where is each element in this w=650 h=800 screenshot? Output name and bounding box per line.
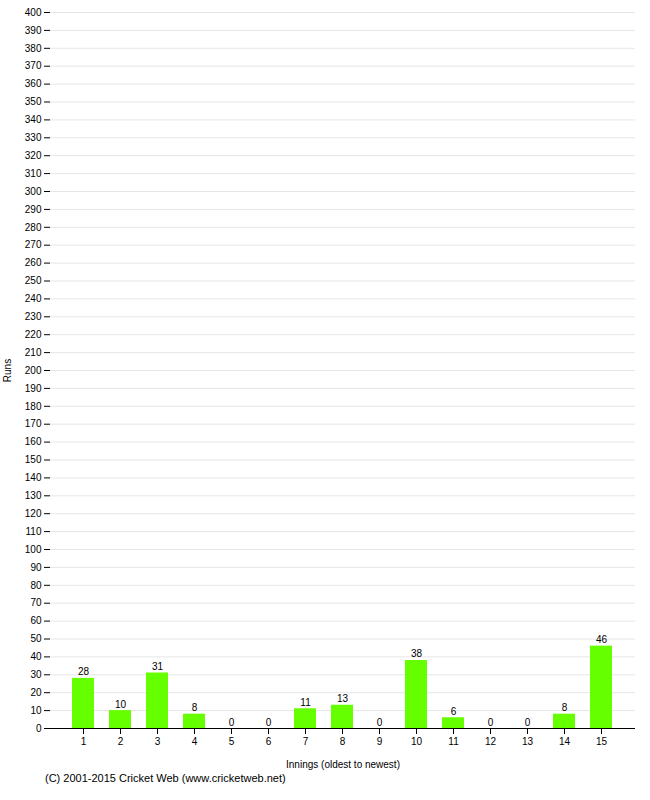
svg-text:360: 360 xyxy=(25,78,42,89)
svg-text:370: 370 xyxy=(25,60,42,71)
svg-text:80: 80 xyxy=(30,580,42,591)
svg-text:400: 400 xyxy=(25,7,42,18)
svg-text:160: 160 xyxy=(25,436,42,447)
svg-text:28: 28 xyxy=(78,666,90,677)
svg-text:270: 270 xyxy=(25,239,42,250)
svg-text:380: 380 xyxy=(25,43,42,54)
svg-text:6: 6 xyxy=(266,736,272,747)
svg-text:200: 200 xyxy=(25,365,42,376)
svg-text:140: 140 xyxy=(25,472,42,483)
svg-text:30: 30 xyxy=(30,669,42,680)
svg-text:10: 10 xyxy=(30,705,42,716)
svg-text:Runs: Runs xyxy=(2,359,13,382)
svg-text:170: 170 xyxy=(25,418,42,429)
svg-text:190: 190 xyxy=(25,383,42,394)
svg-text:11: 11 xyxy=(300,697,311,708)
svg-text:340: 340 xyxy=(25,114,42,125)
svg-text:0: 0 xyxy=(377,717,383,728)
svg-text:7: 7 xyxy=(303,736,309,747)
svg-text:290: 290 xyxy=(25,204,42,215)
svg-text:250: 250 xyxy=(25,275,42,286)
svg-text:4: 4 xyxy=(192,736,198,747)
svg-text:60: 60 xyxy=(30,615,42,626)
svg-text:15: 15 xyxy=(596,736,608,747)
svg-text:260: 260 xyxy=(25,257,42,268)
svg-text:350: 350 xyxy=(25,96,42,107)
svg-text:230: 230 xyxy=(25,311,42,322)
svg-text:0: 0 xyxy=(229,717,235,728)
svg-text:1: 1 xyxy=(81,736,87,747)
svg-text:2: 2 xyxy=(118,736,124,747)
svg-text:90: 90 xyxy=(30,562,42,573)
svg-text:300: 300 xyxy=(25,186,42,197)
svg-text:0: 0 xyxy=(36,723,42,734)
svg-text:110: 110 xyxy=(26,526,42,537)
svg-text:120: 120 xyxy=(25,508,42,519)
svg-text:280: 280 xyxy=(25,222,42,233)
svg-text:210: 210 xyxy=(25,347,42,358)
svg-text:8: 8 xyxy=(562,702,568,713)
svg-text:3: 3 xyxy=(155,736,161,747)
svg-text:Innings (oldest to newest): Innings (oldest to newest) xyxy=(286,759,400,770)
svg-text:310: 310 xyxy=(25,168,42,179)
svg-text:330: 330 xyxy=(25,132,42,143)
svg-text:31: 31 xyxy=(152,661,164,672)
svg-text:20: 20 xyxy=(30,687,42,698)
svg-text:100: 100 xyxy=(25,544,42,555)
svg-text:8: 8 xyxy=(192,702,198,713)
svg-text:10: 10 xyxy=(115,699,127,710)
svg-text:0: 0 xyxy=(488,717,494,728)
svg-text:13: 13 xyxy=(337,693,349,704)
svg-text:14: 14 xyxy=(559,736,571,747)
svg-text:240: 240 xyxy=(25,293,42,304)
svg-text:40: 40 xyxy=(30,651,42,662)
svg-text:320: 320 xyxy=(25,150,42,161)
svg-text:220: 220 xyxy=(25,329,42,340)
svg-text:9: 9 xyxy=(377,736,383,747)
svg-text:70: 70 xyxy=(30,597,42,608)
svg-text:180: 180 xyxy=(25,401,42,412)
svg-text:0: 0 xyxy=(266,717,272,728)
svg-text:50: 50 xyxy=(30,633,42,644)
svg-text:130: 130 xyxy=(25,490,42,501)
svg-text:12: 12 xyxy=(485,736,497,747)
svg-text:150: 150 xyxy=(25,454,42,465)
svg-text:11: 11 xyxy=(448,736,459,747)
svg-text:46: 46 xyxy=(596,634,608,645)
html-text:(C) 2001-2015 Cricket Web (www: (C) 2001-2015 Cricket Web (www.cricketwe… xyxy=(45,772,286,784)
svg-text:390: 390 xyxy=(25,25,42,36)
svg-text:5: 5 xyxy=(229,736,235,747)
svg-text:0: 0 xyxy=(525,717,531,728)
svg-text:6: 6 xyxy=(451,706,457,717)
svg-text:13: 13 xyxy=(522,736,534,747)
svg-text:8: 8 xyxy=(340,736,346,747)
svg-text:10: 10 xyxy=(411,736,423,747)
svg-text:38: 38 xyxy=(411,648,423,659)
